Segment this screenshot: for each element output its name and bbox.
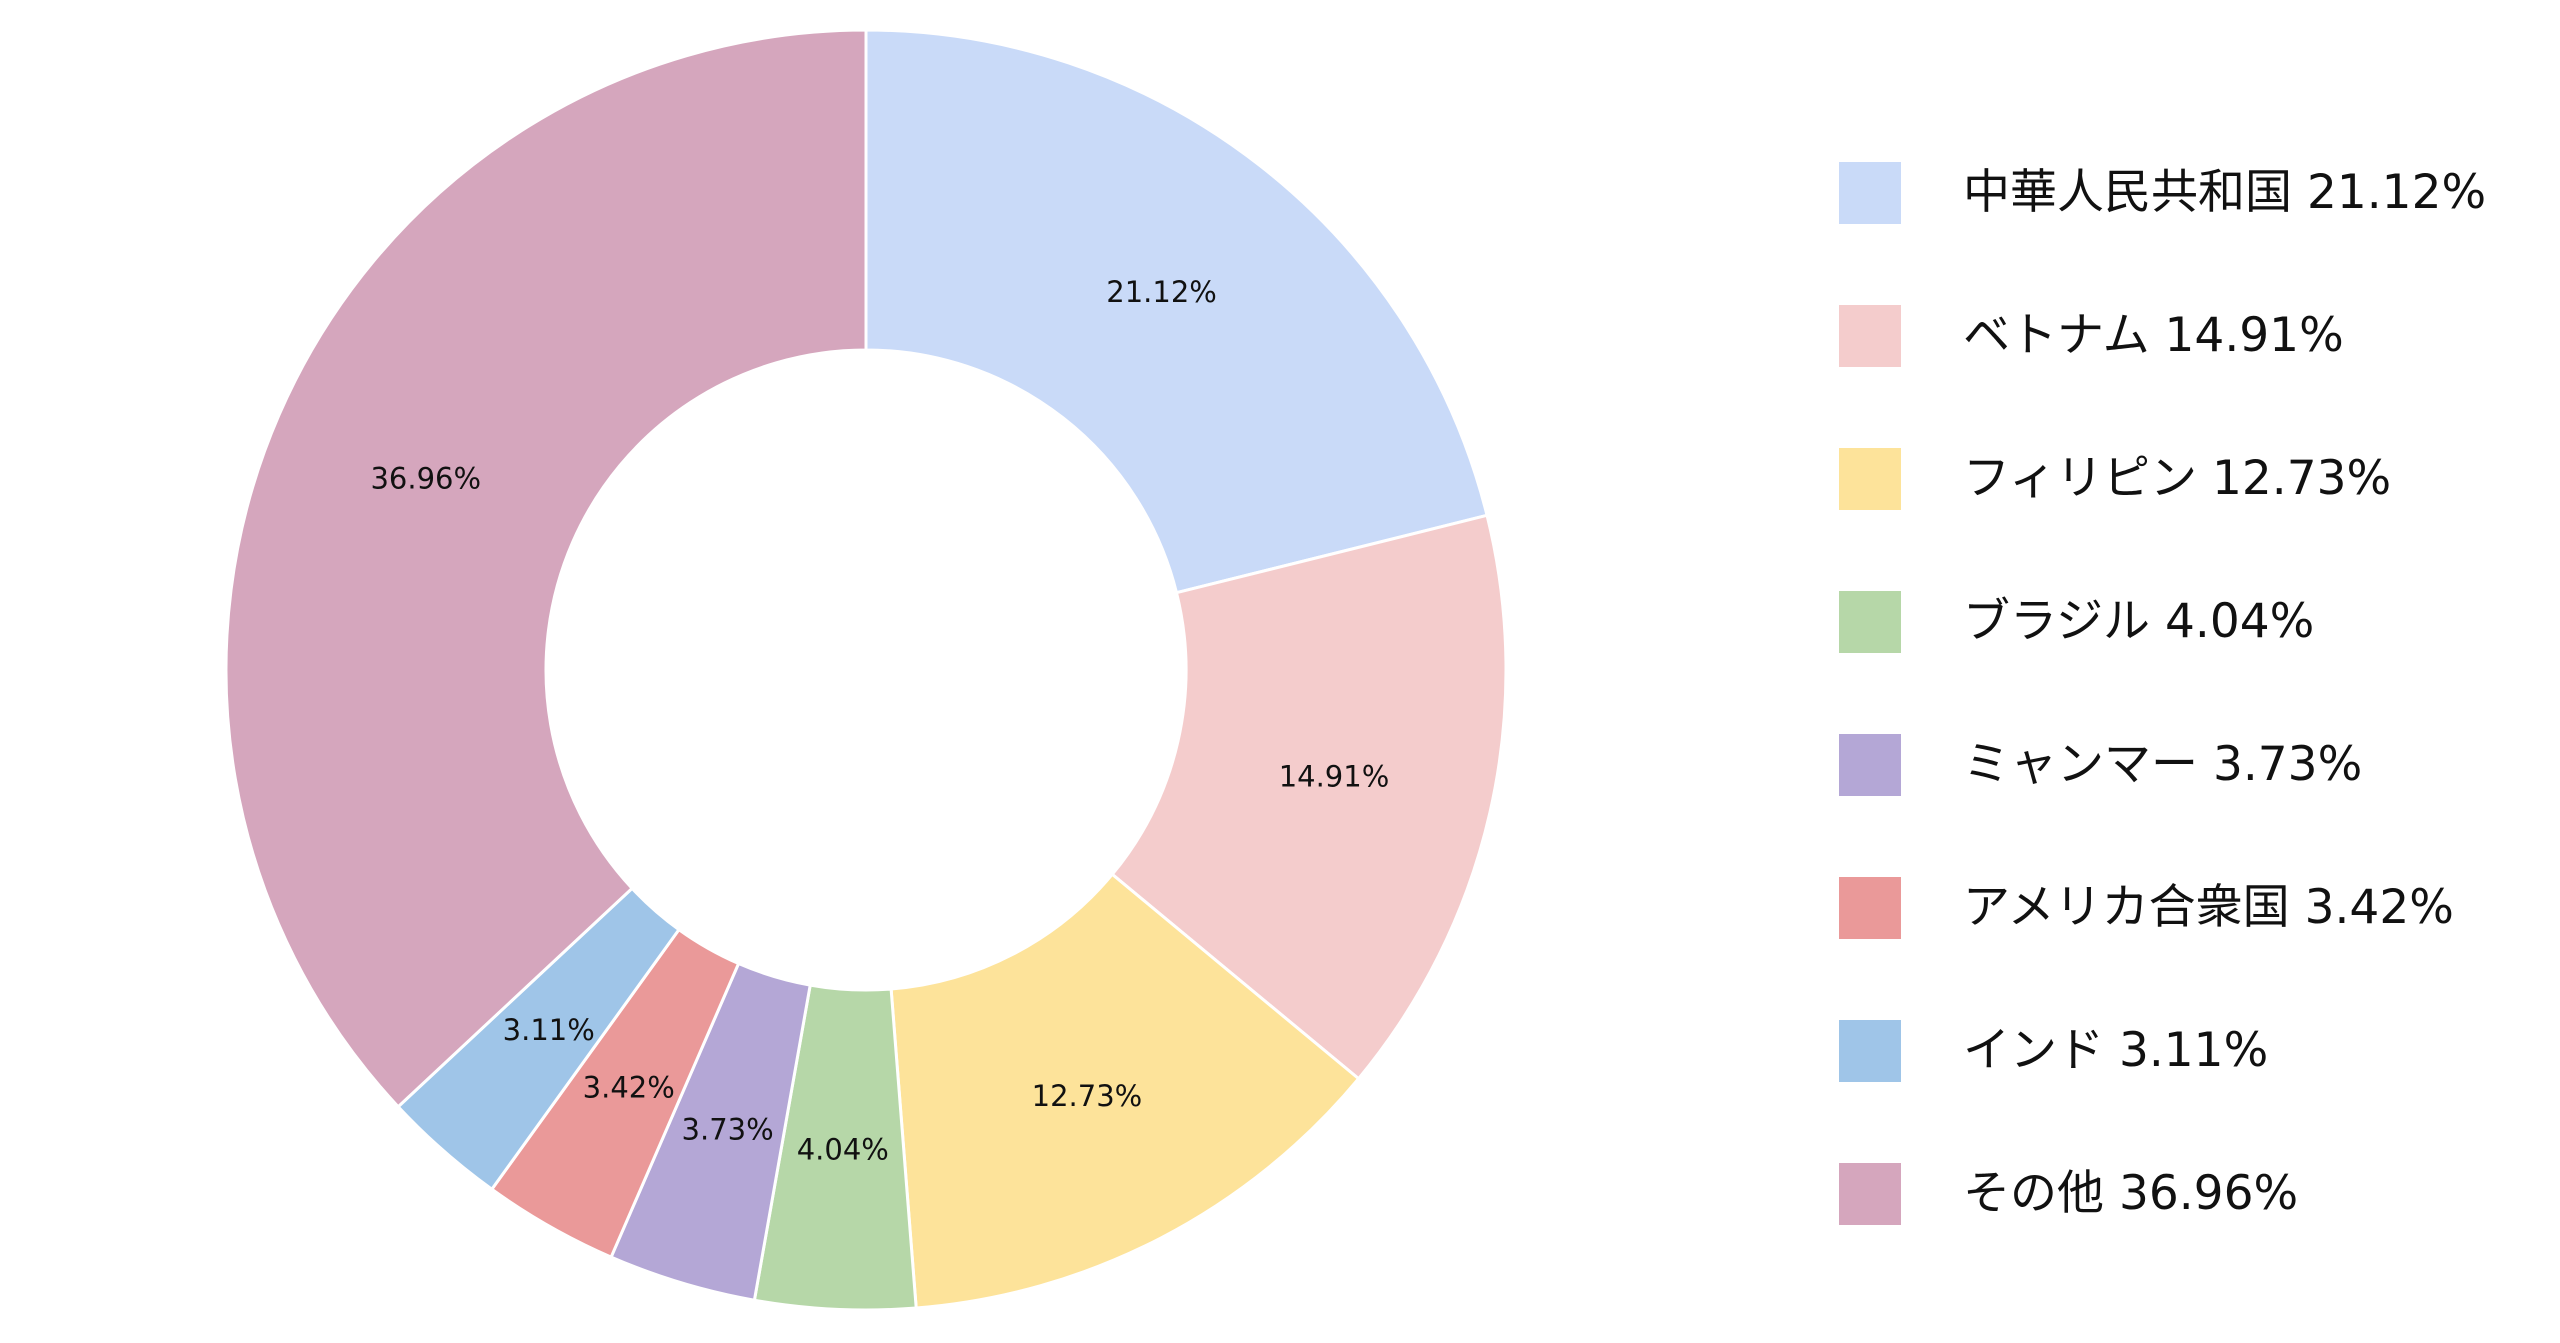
legend-swatch-6	[1839, 1020, 1901, 1082]
legend-label-3: ブラジル 4.04%	[1963, 594, 2315, 649]
legend-swatch-0	[1839, 162, 1901, 224]
legend-item-3: ブラジル 4.04%	[1839, 589, 2314, 655]
legend-label-2: フィリピン 12.73%	[1963, 451, 2392, 506]
donut-chart-svg: 21.12% 14.91% 12.73% 4.04% 3.73%3.42% 3.11% 36…	[224, 28, 1508, 1312]
legend-swatch-7	[1839, 1163, 1901, 1225]
legend-label-7: その他 36.96%	[1963, 1166, 2299, 1221]
slice-2	[889, 872, 1361, 1310]
legend-swatch-4	[1839, 734, 1901, 796]
slice-label-4: 3.73%	[682, 1113, 774, 1147]
slice-labels-group: 21.12% 14.91% 12.73% 4.04% 3.73%3.42% 3.11% 36…	[370, 275, 1389, 1167]
legend-item-5: アメリカ合衆国 3.42%	[1839, 875, 2454, 941]
slice-label-7: 36.96%	[370, 462, 481, 496]
slice-label-0: 21.12%	[1106, 275, 1217, 309]
slice-label-5: 3.42%	[583, 1070, 675, 1104]
legend-label-5: アメリカ合衆国 3.42%	[1963, 880, 2454, 935]
legend-item-7: その他 36.96%	[1839, 1161, 2298, 1227]
slice-1	[1110, 513, 1508, 1081]
legend-item-4: ミャンマー 3.73%	[1839, 732, 2362, 798]
legend-label-1: ベトナム 14.91%	[1963, 308, 2344, 363]
legend-swatch-1	[1839, 305, 1901, 367]
slice-label-3: 4.04%	[797, 1132, 889, 1166]
slice-label-6: 3.11%	[503, 1013, 595, 1047]
legend-label-6: インド 3.11%	[1963, 1023, 2269, 1078]
legend-swatch-2	[1839, 448, 1901, 510]
legend-swatch-3	[1839, 591, 1901, 653]
legend-swatch-5	[1839, 877, 1901, 939]
slice-7	[224, 28, 868, 1109]
legend-item-0: 中華人民共和国 21.12%	[1839, 160, 2486, 226]
legend-item-2: フィリピン 12.73%	[1839, 446, 2391, 512]
legend-item-1: ベトナム 14.91%	[1839, 303, 2344, 369]
slice-label-2: 12.73%	[1032, 1079, 1143, 1113]
legend-label-0: 中華人民共和国 21.12%	[1963, 165, 2487, 220]
slice-0	[864, 28, 1489, 595]
slice-label-1: 14.91%	[1279, 760, 1390, 794]
slices-group	[224, 28, 1508, 1312]
legend-item-6: インド 3.11%	[1839, 1018, 2268, 1084]
legend-label-4: ミャンマー 3.73%	[1963, 737, 2363, 792]
